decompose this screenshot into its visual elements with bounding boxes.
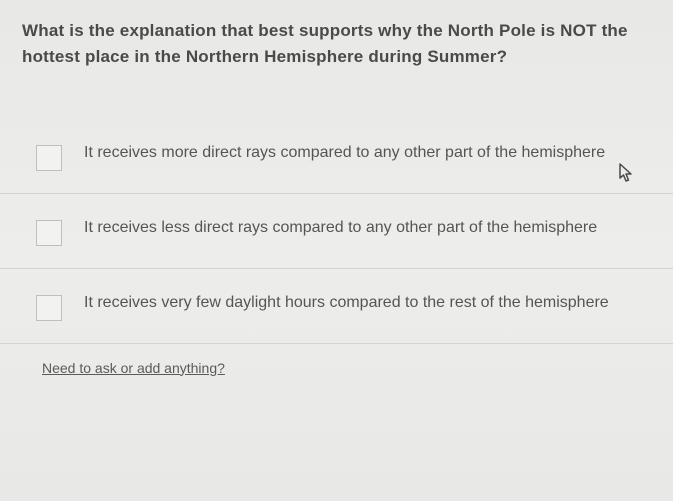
question-container: What is the explanation that best suppor… xyxy=(0,0,673,71)
option-row[interactable]: It receives very few daylight hours comp… xyxy=(0,269,673,344)
option-label: It receives very few daylight hours comp… xyxy=(84,291,649,316)
options-list: It receives more direct rays compared to… xyxy=(0,119,673,344)
option-row[interactable]: It receives more direct rays compared to… xyxy=(0,119,673,194)
question-text: What is the explanation that best suppor… xyxy=(22,18,651,71)
option-label: It receives more direct rays compared to… xyxy=(84,141,645,166)
footer-ask-link[interactable]: Need to ask or add anything? xyxy=(0,344,673,376)
checkbox[interactable] xyxy=(36,220,62,246)
option-row[interactable]: It receives less direct rays compared to… xyxy=(0,194,673,269)
checkbox[interactable] xyxy=(36,295,62,321)
checkbox[interactable] xyxy=(36,145,62,171)
option-label: It receives less direct rays compared to… xyxy=(84,216,637,241)
